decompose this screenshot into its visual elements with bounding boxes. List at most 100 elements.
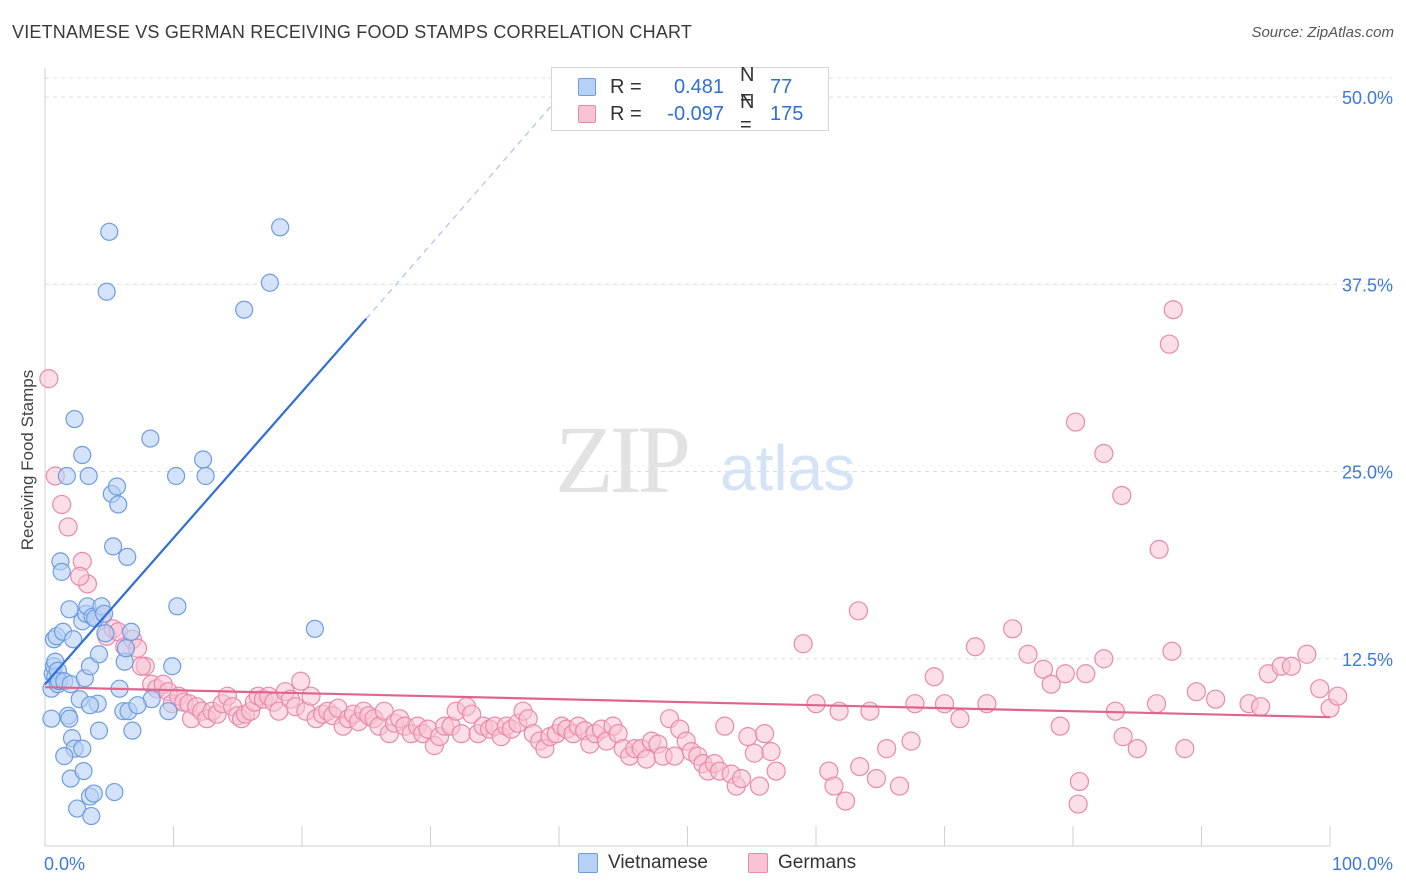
german-point <box>848 601 869 621</box>
legend-n-label: N = <box>740 91 755 136</box>
tick-labels: 12.5% 25.0% 37.5% 50.0% 0.0% 100.0% <box>44 88 1393 874</box>
y-tick-label: 50.0% <box>1342 88 1393 108</box>
vietnamese-point <box>271 218 290 237</box>
vietnamese-point <box>95 604 114 623</box>
legend-n-label: N = <box>740 64 755 109</box>
german-point <box>1186 682 1206 702</box>
german-point <box>1041 674 1061 694</box>
german-point <box>901 731 921 751</box>
german-point <box>835 791 856 811</box>
german-point <box>766 761 786 781</box>
german-point <box>850 757 870 777</box>
german-point <box>905 694 925 714</box>
vietnamese-point <box>305 619 324 638</box>
vietnamese-point <box>196 466 215 486</box>
vietnamese-point <box>68 799 87 818</box>
german-point <box>1206 689 1226 709</box>
german-point <box>1146 694 1167 714</box>
german-point <box>1018 644 1038 664</box>
german-point <box>451 724 471 744</box>
german-point <box>1159 334 1179 354</box>
watermark-zip: ZIP <box>555 406 688 513</box>
vietnamese-point <box>60 600 79 619</box>
legend-swatch-vietnamese <box>578 78 596 96</box>
vietnamese-point <box>193 450 213 469</box>
vietnamese-point <box>73 445 92 465</box>
german-point <box>462 704 482 724</box>
german-point <box>1163 300 1183 320</box>
legend-n-value: 77 <box>770 75 793 98</box>
german-point <box>1068 794 1088 814</box>
vietnamese-point <box>100 222 119 241</box>
german-point <box>1162 641 1182 661</box>
german-point <box>738 727 758 747</box>
grid-layer <box>45 77 1392 660</box>
vietnamese-trend-extension <box>365 96 560 320</box>
german-point <box>70 566 90 586</box>
vietnamese-point <box>84 784 103 803</box>
german-point <box>1127 739 1147 759</box>
german-point <box>860 701 880 721</box>
german-point <box>1281 656 1302 676</box>
source-label: Source: ZipAtlas.com <box>1251 24 1394 41</box>
german-point <box>665 746 685 766</box>
vietnamese-point <box>168 597 187 616</box>
vietnamese-point <box>128 696 147 715</box>
german-point <box>58 517 78 537</box>
bottom-legend-swatch-germans <box>748 853 768 873</box>
german-point <box>761 742 781 762</box>
german-point <box>1175 739 1195 759</box>
german-point <box>1112 485 1132 506</box>
german-point <box>39 369 59 389</box>
vietnamese-point <box>79 466 98 486</box>
german-point <box>877 739 897 759</box>
germans-points <box>39 300 1348 814</box>
vietnamese-point <box>118 547 137 566</box>
vietnamese-point <box>141 429 160 448</box>
y-tick-label: 12.5% <box>1342 650 1393 670</box>
bottom-legend-swatch-vietnamese <box>578 853 598 873</box>
german-point <box>1149 539 1169 559</box>
vietnamese-point <box>260 273 279 292</box>
bottom-legend-label-germans: Germans <box>778 852 857 873</box>
german-point <box>950 709 970 729</box>
german-trend-line <box>44 686 1331 719</box>
legend-r-value: -0.097 <box>667 102 724 125</box>
vietnamese-point <box>42 709 61 728</box>
vietnamese-point <box>64 630 83 649</box>
vietnamese-point <box>82 806 101 826</box>
x-tick-label-max: 100.0% <box>1332 854 1393 874</box>
legend-r-value: 0.481 <box>673 75 724 98</box>
vietnamese-point <box>57 466 76 486</box>
bottom-legend-label-vietnamese: Vietnamese <box>608 852 708 873</box>
german-point <box>1003 619 1023 639</box>
german-point <box>1065 412 1086 432</box>
german-point <box>866 768 886 789</box>
vietnamese-point <box>73 739 92 758</box>
vietnamese-point <box>121 622 141 641</box>
vietnamese-point <box>159 702 178 721</box>
german-point <box>1094 443 1114 464</box>
german-point <box>1310 679 1330 699</box>
german-point <box>793 634 813 654</box>
vietnamese-point <box>65 409 84 429</box>
legend-row-germans: R = -0.097 N = 175 <box>552 91 814 136</box>
vietnamese-point <box>89 721 109 740</box>
vietnamese-point <box>105 782 124 802</box>
y-tick-label: 37.5% <box>1342 275 1393 295</box>
watermark: ZIP atlas <box>555 406 855 513</box>
vietnamese-point <box>123 721 142 740</box>
legend: R = 0.481 N = 77 R = -0.097 N = 175 <box>551 64 829 136</box>
german-point <box>52 494 72 515</box>
vietnamese-point <box>116 639 136 658</box>
german-point <box>824 776 844 796</box>
german-point <box>731 768 752 789</box>
german-point <box>934 694 955 714</box>
vietnamese-point <box>74 761 93 781</box>
trend-lines <box>44 96 1331 719</box>
german-point <box>131 656 151 676</box>
vietnamese-point <box>235 300 254 319</box>
german-point <box>924 667 944 687</box>
german-point <box>715 716 735 736</box>
vietnamese-trend-line <box>44 317 368 685</box>
